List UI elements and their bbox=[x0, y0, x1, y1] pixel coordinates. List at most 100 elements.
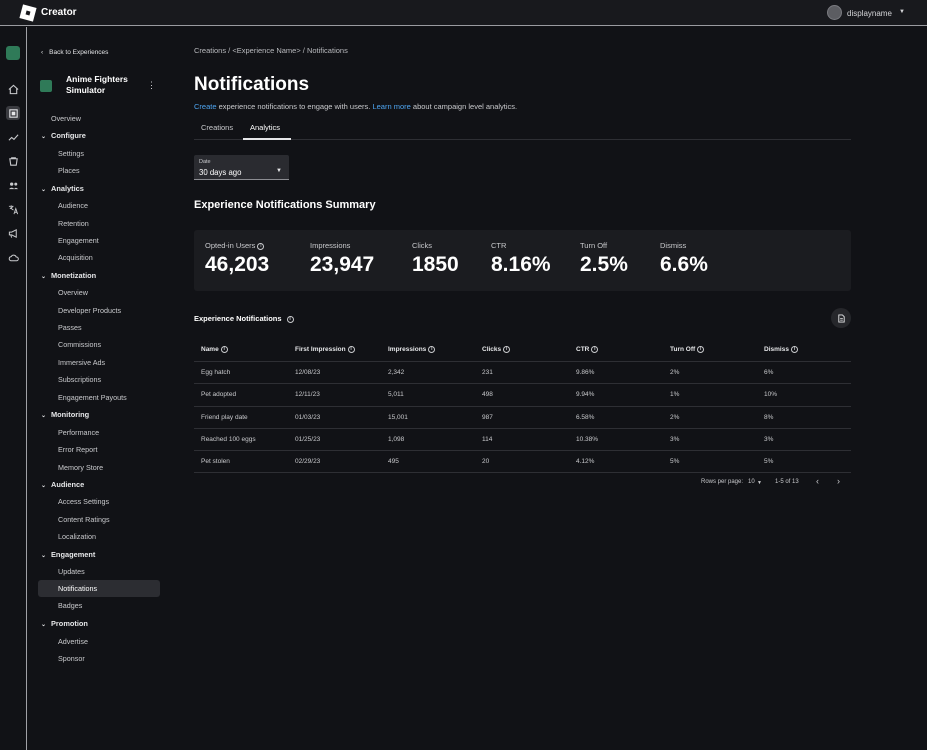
creations-icon[interactable] bbox=[6, 106, 20, 120]
info-icon[interactable]: i bbox=[503, 346, 511, 353]
info-icon[interactable]: i bbox=[220, 346, 228, 353]
column-header-impressions[interactable]: Impressions i bbox=[388, 346, 436, 353]
metric-value: 46,203 bbox=[205, 253, 270, 276]
back-label: Back to Experiences bbox=[49, 49, 109, 56]
info-icon[interactable]: i bbox=[286, 315, 294, 323]
sidebar-section-promotion[interactable]: ⌄ Promotion bbox=[41, 619, 88, 628]
top-bar: Creator displayname ▼ bbox=[0, 0, 927, 26]
table-cell: 10.38% bbox=[576, 435, 599, 443]
table-cell: 1% bbox=[670, 391, 680, 399]
sidebar-section-monitoring[interactable]: ⌄ Monitoring bbox=[41, 410, 90, 419]
tab-analytics[interactable]: Analytics bbox=[250, 123, 281, 132]
column-header-name[interactable]: Name i bbox=[201, 346, 228, 353]
table-row[interactable]: Pet stolen 02/29/23 495 20 4.12% 5% 5% bbox=[194, 451, 851, 474]
game-thumb-icon[interactable] bbox=[6, 46, 20, 60]
info-icon[interactable]: i bbox=[790, 346, 798, 353]
sidebar-item-immersive-ads[interactable]: Immersive Ads bbox=[58, 358, 106, 367]
create-link[interactable]: Create bbox=[194, 102, 217, 111]
column-header-turn-off[interactable]: Turn Off i bbox=[670, 346, 705, 353]
sidebar-item-error-report[interactable]: Error Report bbox=[58, 445, 98, 454]
info-icon[interactable]: i bbox=[428, 346, 436, 353]
column-header-clicks[interactable]: Clicks i bbox=[482, 346, 511, 353]
sidebar-item-localization[interactable]: Localization bbox=[58, 532, 96, 541]
sidebar-item-content-ratings[interactable]: Content Ratings bbox=[58, 515, 110, 524]
page-range: 1-5 of 13 bbox=[775, 479, 799, 485]
sidebar-item-passes[interactable]: Passes bbox=[58, 323, 82, 332]
info-icon[interactable]: i bbox=[697, 346, 705, 353]
sidebar-item-retention[interactable]: Retention bbox=[58, 219, 89, 228]
chevron-left-icon[interactable]: ‹ bbox=[816, 476, 819, 486]
chevron-down-icon: ⌄ bbox=[41, 413, 47, 419]
sidebar-item-advertise[interactable]: Advertise bbox=[58, 637, 88, 646]
more-options-icon[interactable]: ⋮ bbox=[147, 80, 156, 90]
sidebar-section-engagement[interactable]: ⌄ Engagement bbox=[41, 550, 96, 559]
info-icon[interactable]: i bbox=[257, 242, 265, 250]
column-header-ctr[interactable]: CTR i bbox=[576, 346, 599, 353]
sidebar-item-places[interactable]: Places bbox=[58, 166, 80, 175]
analytics-icon[interactable] bbox=[6, 130, 20, 144]
sidebar-item-audience[interactable]: Audience bbox=[58, 201, 88, 210]
user-name[interactable]: displayname bbox=[847, 9, 892, 18]
brand-title[interactable]: Creator bbox=[41, 7, 77, 18]
translate-icon[interactable] bbox=[6, 202, 20, 216]
avatar[interactable] bbox=[827, 5, 842, 20]
main-content: Creations / <Experience Name> / Notifica… bbox=[194, 27, 854, 750]
export-document-button[interactable] bbox=[831, 308, 851, 328]
sidebar-item-engagement[interactable]: Engagement bbox=[58, 236, 99, 245]
sidebar-item-notifications[interactable]: Notifications bbox=[58, 584, 98, 593]
table-cell: 4.12% bbox=[576, 458, 595, 466]
back-to-experiences-link[interactable]: ‹ Back to Experiences bbox=[41, 49, 108, 56]
icon-rail bbox=[0, 27, 27, 750]
promote-icon[interactable] bbox=[6, 226, 20, 240]
date-range-select[interactable]: Date 30 days ago ▼ bbox=[194, 155, 289, 180]
table-cell: 02/29/23 bbox=[295, 458, 321, 466]
groups-icon[interactable] bbox=[6, 178, 20, 192]
table-row[interactable]: Friend play date 01/03/23 15,001 987 6.58% 2%… bbox=[194, 407, 851, 429]
sidebar-item-performance[interactable]: Performance bbox=[58, 428, 100, 437]
sidebar-section-analytics[interactable]: ⌄ Analytics bbox=[41, 184, 84, 193]
info-icon[interactable]: i bbox=[591, 346, 599, 353]
chevron-down-icon[interactable]: ▼ bbox=[899, 9, 905, 15]
rows-per-page-select[interactable]: 10 bbox=[748, 479, 755, 485]
sidebar-item-sponsor[interactable]: Sponsor bbox=[58, 654, 85, 663]
sidebar-item-subscriptions[interactable]: Subscriptions bbox=[58, 375, 102, 384]
table-row[interactable]: Pet adopted 12/11/23 5,011 498 9.94% 1% 10% bbox=[194, 384, 851, 407]
home-icon[interactable] bbox=[6, 82, 20, 96]
table-cell: 12/08/23 bbox=[295, 369, 321, 376]
sidebar-item-badges[interactable]: Badges bbox=[58, 601, 83, 610]
table-row[interactable]: Egg hatch 12/08/23 2,342 231 9.86% 2% 6% bbox=[194, 362, 851, 385]
sidebar-item-acquisition[interactable]: Acquisition bbox=[58, 253, 93, 262]
sidebar-section-monetization[interactable]: ⌄ Monetization bbox=[41, 271, 97, 280]
metric-ctr: CTR 8.16% bbox=[491, 241, 551, 277]
cloud-icon[interactable] bbox=[6, 250, 20, 264]
table-cell: 2% bbox=[670, 413, 680, 421]
column-header-dismiss[interactable]: Dismiss i bbox=[764, 346, 798, 353]
table-cell: 10% bbox=[764, 391, 778, 399]
subtitle-text: experience notifications to engage with … bbox=[216, 102, 373, 111]
sidebar-item-settings[interactable]: Settings bbox=[58, 149, 84, 158]
breadcrumb[interactable]: Creations / <Experience Name> / Notifica… bbox=[194, 46, 348, 55]
sidebar-section-configure[interactable]: ⌄ Configure bbox=[41, 131, 86, 140]
info-icon[interactable]: i bbox=[347, 346, 355, 353]
roblox-logo-icon[interactable] bbox=[19, 4, 37, 22]
metric-label: Dismiss bbox=[660, 241, 687, 250]
column-header-first-impression[interactable]: First Impression i bbox=[295, 346, 355, 353]
sidebar-item-developer-products[interactable]: Developer Products bbox=[58, 306, 122, 315]
table-row[interactable]: Reached 100 eggs 01/25/23 1,098 114 10.38% 3%… bbox=[194, 429, 851, 452]
subtitle-text-end: about campaign level analytics. bbox=[410, 102, 518, 111]
sidebar-item-engagement-payouts[interactable]: Engagement Payouts bbox=[58, 393, 127, 402]
sidebar-item-updates[interactable]: Updates bbox=[58, 567, 85, 576]
caret-down-icon[interactable]: ▼ bbox=[757, 480, 762, 486]
sidebar-item-overview[interactable]: Overview bbox=[51, 114, 81, 123]
experience-title: Anime Fighters Simulator bbox=[66, 74, 128, 95]
table-title: Experience Notifications i bbox=[194, 314, 294, 323]
sidebar-item-monetization-overview[interactable]: Overview bbox=[58, 288, 88, 297]
sidebar-item-commissions[interactable]: Commissions bbox=[58, 340, 102, 349]
marketplace-icon[interactable] bbox=[6, 154, 20, 168]
learn-more-link[interactable]: Learn more bbox=[372, 102, 411, 111]
tab-creations[interactable]: Creations bbox=[201, 123, 234, 132]
sidebar-section-audience[interactable]: ⌄ Audience bbox=[41, 480, 85, 489]
sidebar-item-access-settings[interactable]: Access Settings bbox=[58, 497, 110, 506]
chevron-right-icon[interactable]: › bbox=[837, 476, 840, 486]
sidebar-item-memory-store[interactable]: Memory Store bbox=[58, 463, 104, 472]
